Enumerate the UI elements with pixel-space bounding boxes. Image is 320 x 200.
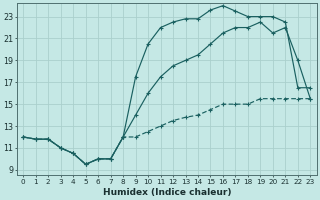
X-axis label: Humidex (Indice chaleur): Humidex (Indice chaleur) bbox=[102, 188, 231, 197]
